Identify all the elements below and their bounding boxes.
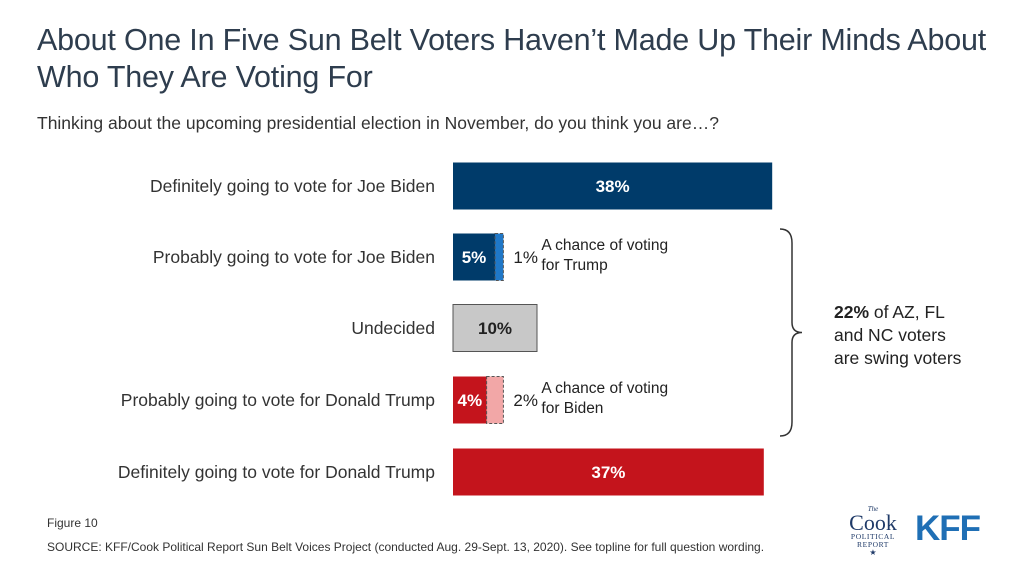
lean-note-line: for Biden xyxy=(541,400,603,417)
chart-title: About One In Five Sun Belt Voters Haven’… xyxy=(37,23,987,94)
cook-logo-main: Cook xyxy=(849,510,897,535)
annotation-rest: of AZ, FL xyxy=(869,302,945,322)
bracket xyxy=(779,228,803,437)
bar xyxy=(453,162,773,210)
bar-value-label: 5% xyxy=(462,248,487,267)
bar xyxy=(453,376,487,424)
bar-value-label: 10% xyxy=(478,319,512,338)
figure-label: Figure 10 xyxy=(47,516,98,530)
annotation-line1: 22% of AZ, FL xyxy=(834,302,945,322)
bar xyxy=(452,304,538,352)
chart-subtitle: Thinking about the upcoming presidential… xyxy=(37,113,719,133)
source-note: SOURCE: KFF/Cook Political Report Sun Be… xyxy=(47,540,765,554)
lean-value-label: 1% xyxy=(513,248,538,267)
bar xyxy=(453,448,764,496)
lean-bar-segment xyxy=(486,376,504,424)
bar-value-label: 4% xyxy=(458,391,483,410)
lean-note-line: for Trump xyxy=(541,257,607,274)
lean-note-line: A chance of voting xyxy=(541,237,668,254)
category-label: Definitely going to vote for Donald Trum… xyxy=(118,462,435,482)
cook-political-report-logo: The Cook POLITICAL REPORT ★ xyxy=(840,506,906,557)
bar xyxy=(453,233,495,281)
bar-value-label: 38% xyxy=(596,177,630,196)
cook-logo-the: The xyxy=(867,505,879,513)
annotation-line2: and NC voters xyxy=(834,325,946,345)
annotation-bold: 22% xyxy=(834,302,869,322)
cook-logo-line1: POLITICAL xyxy=(850,532,896,541)
lean-bar-segment xyxy=(494,233,504,281)
lean-note-line: A chance of voting xyxy=(541,380,668,397)
kff-logo: KFF xyxy=(915,509,981,548)
cook-logo-star-icon: ★ xyxy=(869,548,877,557)
bar-value-label: 37% xyxy=(591,463,625,482)
cook-logo-line2: REPORT xyxy=(857,540,889,549)
category-label: Definitely going to vote for Joe Biden xyxy=(150,176,435,196)
category-label: Probably going to vote for Joe Biden xyxy=(153,247,435,267)
category-label: Probably going to vote for Donald Trump xyxy=(121,390,435,410)
category-label: Undecided xyxy=(351,318,435,338)
annotation-line3: are swing voters xyxy=(834,348,962,368)
lean-value-label: 2% xyxy=(513,391,538,410)
